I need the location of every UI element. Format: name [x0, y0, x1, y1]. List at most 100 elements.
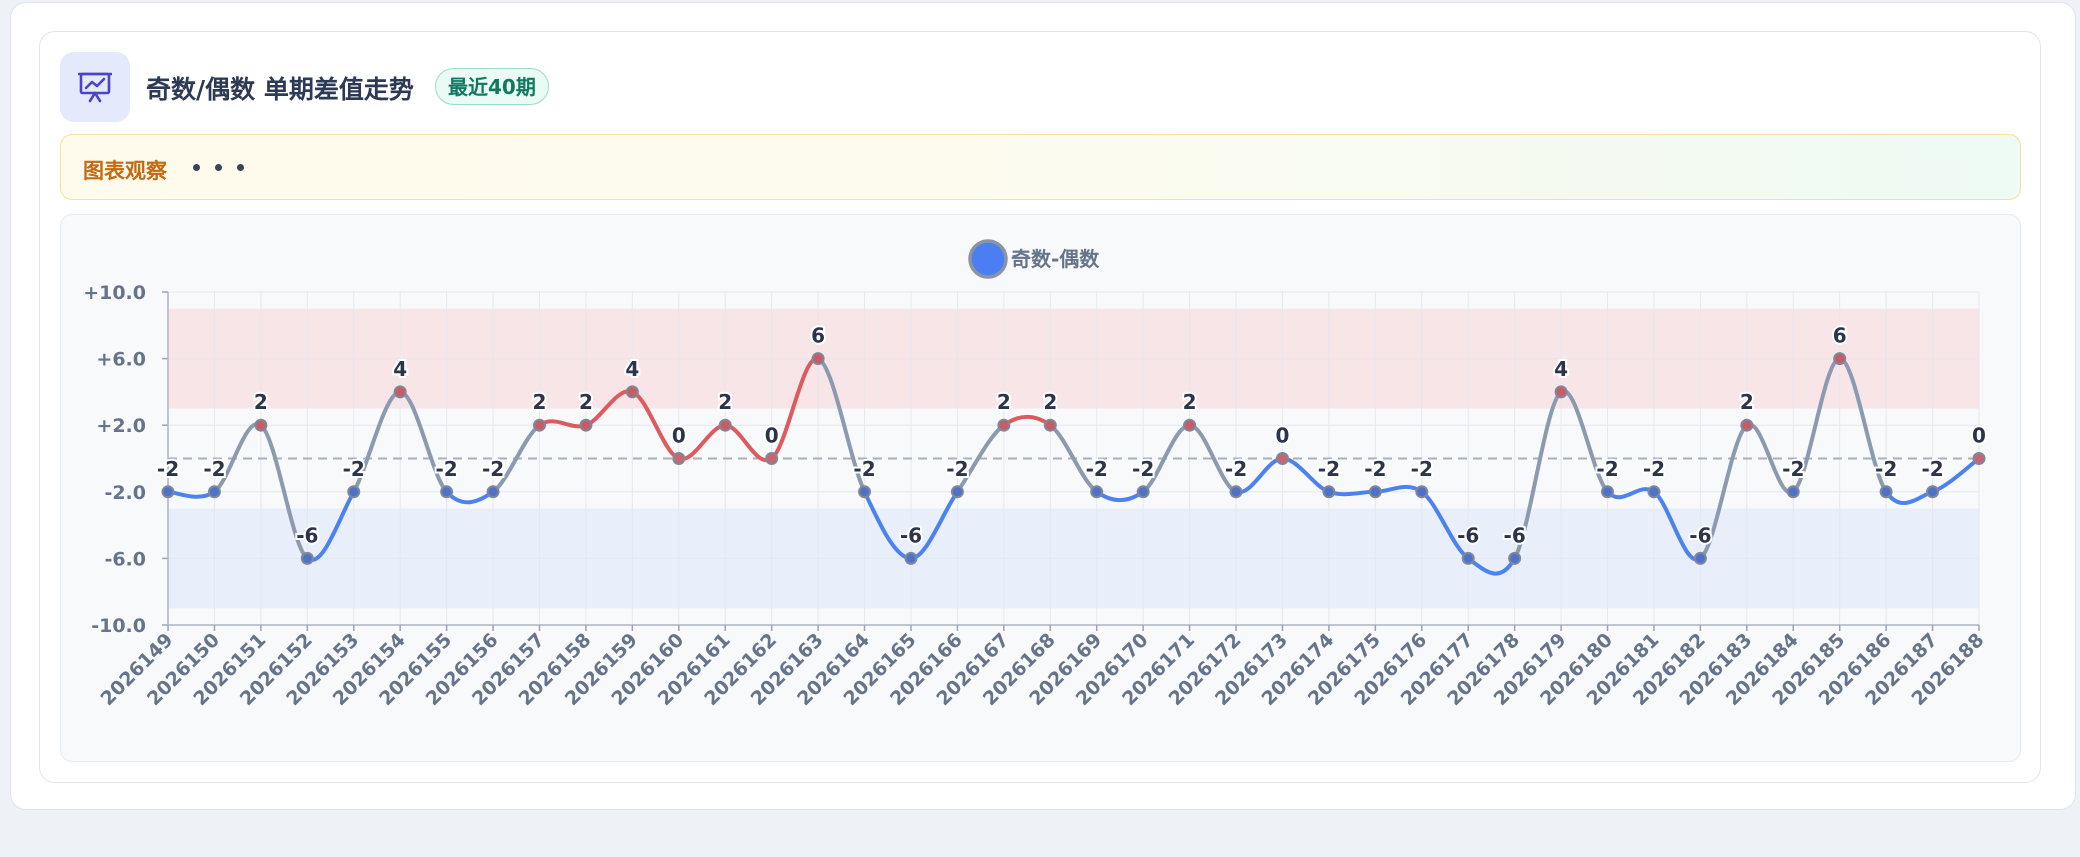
chart-title: 奇数/偶数 单期差值走势 — [146, 75, 414, 104]
data-point — [1833, 352, 1847, 366]
data-point — [950, 485, 964, 499]
data-point — [1972, 452, 1986, 465]
data-point — [858, 485, 872, 499]
series-line-segment — [1884, 489, 1935, 505]
data-label: 2 — [997, 390, 1011, 414]
data-label: -2 — [1875, 457, 1897, 481]
observation-bar[interactable]: 图表观察 — [60, 134, 2021, 200]
data-point — [579, 418, 593, 432]
data-label: -2 — [1086, 457, 1108, 481]
data-label: 4 — [1554, 357, 1568, 381]
data-point — [207, 485, 221, 499]
data-point — [1229, 485, 1243, 499]
data-point — [672, 452, 686, 465]
data-label: -2 — [1782, 457, 1804, 481]
data-point — [904, 551, 918, 565]
data-label: -6 — [296, 523, 318, 547]
data-point — [1461, 551, 1475, 565]
series-line-segment — [1837, 356, 1889, 494]
data-label: -2 — [946, 457, 968, 481]
data-label: 4 — [393, 357, 407, 381]
data-label: 2 — [1183, 390, 1197, 414]
data-point — [1322, 485, 1336, 499]
data-label: -6 — [1457, 523, 1479, 547]
y-tick-label: -2.0 — [104, 482, 146, 504]
data-label: -6 — [1689, 523, 1711, 547]
y-tick-label: +10.0 — [83, 282, 146, 304]
data-point — [1786, 485, 1800, 499]
data-label: -2 — [1411, 457, 1433, 481]
data-label: 2 — [718, 390, 732, 414]
series-line-segment — [1326, 489, 1378, 497]
data-point — [625, 385, 639, 399]
data-label: 2 — [254, 390, 268, 414]
data-point — [532, 418, 546, 432]
more-icon[interactable] — [193, 164, 244, 171]
data-point — [1647, 485, 1661, 499]
data-label: 2 — [533, 390, 547, 414]
data-point — [161, 485, 175, 499]
presentation-chart-icon — [60, 52, 130, 122]
data-label: 0 — [1276, 424, 1290, 448]
y-tick-label: +2.0 — [96, 415, 146, 437]
data-point — [1275, 452, 1289, 465]
series-line-segment — [1698, 423, 1749, 561]
series-line-segment — [444, 489, 496, 505]
series-line-segment — [1373, 484, 1424, 494]
data-label: -2 — [1364, 457, 1386, 481]
data-label: 0 — [1972, 424, 1986, 448]
period-badge: 最近40期 — [435, 68, 549, 105]
data-label: -2 — [1318, 457, 1340, 481]
series-line-segment — [1512, 389, 1564, 561]
data-point — [1554, 385, 1568, 399]
y-tick-label: +6.0 — [96, 349, 146, 371]
legend-label: 奇数-偶数 — [1011, 247, 1100, 271]
series-line-segment — [1094, 489, 1146, 503]
data-point — [765, 452, 779, 465]
data-point — [1090, 485, 1104, 499]
series-line-segment — [1001, 414, 1053, 428]
data-label: 2 — [1740, 390, 1754, 414]
data-point — [440, 485, 454, 499]
data-label: -2 — [1921, 457, 1943, 481]
data-point — [1879, 485, 1893, 499]
data-point — [1740, 418, 1754, 432]
data-label: 0 — [765, 424, 779, 448]
series-line-segment — [816, 356, 867, 494]
observation-label: 图表观察 — [83, 159, 167, 183]
series-line-segment — [166, 489, 217, 499]
data-point — [1368, 485, 1382, 499]
data-point — [811, 352, 825, 366]
data-point — [718, 418, 732, 432]
data-label: -6 — [1504, 523, 1526, 547]
data-point — [1508, 551, 1522, 565]
data-point — [393, 385, 407, 399]
data-point — [1926, 485, 1940, 499]
data-label: 2 — [579, 390, 593, 414]
data-point — [997, 418, 1011, 432]
data-point — [1136, 485, 1150, 499]
plot-panel — [60, 214, 2021, 762]
data-point — [1415, 485, 1429, 499]
data-label: 2 — [1043, 390, 1057, 414]
data-label: -2 — [1643, 457, 1665, 481]
data-label: -2 — [203, 457, 225, 481]
data-point — [1043, 418, 1057, 432]
data-point — [486, 485, 500, 499]
data-label: -2 — [1225, 457, 1247, 481]
data-label: -2 — [482, 457, 504, 481]
legend-swatch — [968, 239, 1008, 279]
legend: 奇数-偶数 — [968, 239, 1100, 279]
data-label: -2 — [343, 457, 365, 481]
data-label: -6 — [900, 523, 922, 547]
y-tick-label: -10.0 — [91, 615, 146, 637]
data-point — [1693, 551, 1707, 565]
data-label: -2 — [1596, 457, 1618, 481]
data-label: 6 — [811, 324, 825, 348]
data-label: -2 — [853, 457, 875, 481]
data-point — [254, 418, 268, 432]
data-label: 6 — [1833, 324, 1847, 348]
data-point — [1183, 418, 1197, 432]
data-label: -2 — [436, 457, 458, 481]
